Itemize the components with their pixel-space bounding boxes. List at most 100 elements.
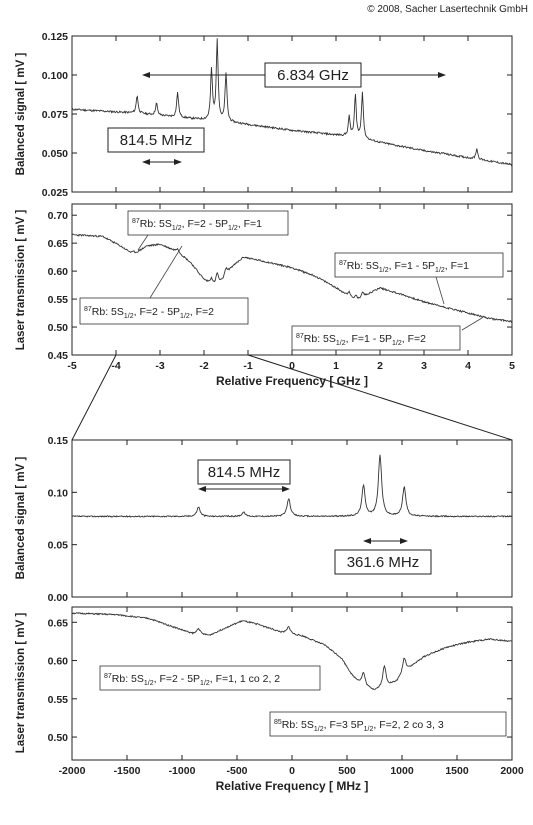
y-tick-label: 0.075 [42, 109, 68, 121]
label-part: , F=1 - 5P [389, 260, 435, 272]
rb85-hyperfine-crossover-label: 85Rb: 5S1/2, F=3 5P1/2, F=2, 2 co 3, 3 [274, 719, 444, 733]
annotation-8145-mhz-top: 814.5 MHz [120, 132, 193, 149]
label-subscript: 1/2 [172, 225, 182, 232]
x-axis-label: Relative Frequency [ MHz ] [216, 779, 369, 793]
y-tick-label: 0.100 [42, 70, 68, 82]
label-subscript: 1/2 [364, 726, 374, 733]
label-part: , F=2 - 5P [154, 673, 200, 685]
y-axis-label: Laser transmission [ mV ] [15, 210, 27, 351]
x-tick-label: -500 [226, 765, 247, 777]
plot-frame [71, 439, 513, 598]
label-part: Rb: 5S [140, 218, 172, 230]
annotation-6834-ghz: 6.834 GHz [277, 67, 349, 84]
y-tick-label: 0.050 [42, 148, 68, 160]
zoom-connector-lines [71, 354, 513, 441]
rb87-f2-f1-label: 87Rb: 5S1/2, F=2 - 5P1/2, F=1 [132, 218, 262, 232]
y-tick-label: 0.65 [48, 238, 69, 250]
label-part: Rb: 5S [92, 306, 124, 318]
label-part: Rb: 5S [282, 719, 314, 731]
label-subscript: 1/2 [314, 726, 324, 733]
x-tick-label: -1 [243, 360, 252, 372]
label-part: , F=2, 2 co 3, 3 [373, 719, 443, 731]
leader-line [461, 317, 483, 331]
data-series-line [71, 612, 513, 690]
rb87-f2-f2-label-box [79, 297, 249, 325]
y-tick-label: 0.60 [48, 656, 69, 668]
y-tick-label: 0.55 [48, 294, 69, 306]
label-part: Rb: 5S [304, 333, 336, 345]
y-tick-label: 0.50 [48, 732, 69, 744]
x-tick-label: -2 [199, 360, 208, 372]
annotation-3616-mhz: 361.6 MHz [347, 554, 420, 571]
y-tick-label: 0.00 [48, 592, 69, 604]
x-tick-label: -4 [111, 360, 120, 372]
annotation-6834-ghz-box [264, 62, 362, 88]
x-tick-label: 0 [289, 765, 295, 777]
rb87-hyperfine-crossover-label-box [99, 665, 321, 691]
y-tick-label: 0.65 [48, 617, 69, 629]
y-tick-label: 0.05 [48, 540, 69, 552]
y-tick-label: 0.15 [48, 435, 69, 447]
zoom-line-left [71, 354, 117, 441]
x-axis-label: Relative Frequency [ GHz ] [216, 374, 368, 388]
x-tick-label: 2 [377, 360, 383, 372]
label-part: , F=2 [190, 306, 214, 318]
x-tick-label: 0 [289, 360, 295, 372]
label-subscript: 1/2 [180, 313, 190, 320]
data-series-line [72, 454, 513, 518]
x-tick-label: 1 [333, 360, 339, 372]
arrowhead [142, 72, 150, 78]
isotope-mass-number: 87 [84, 306, 92, 313]
x-tick-label: -2000 [59, 765, 86, 777]
annotation-3616-mhz-box [334, 549, 432, 575]
y-axis-label: Balanced signal [ mV ] [15, 52, 27, 175]
isotope-mass-number: 87 [132, 218, 140, 225]
label-subscript: 1/2 [392, 340, 402, 347]
label-part: , F=1 [445, 260, 469, 272]
rb87-f1-f1-label-box [334, 252, 504, 278]
rb85-hyperfine-crossover-label-box [269, 711, 507, 737]
label-part: , F=2 [402, 333, 426, 345]
rb87-f1-f2-label: 87Rb: 5S1/2, F=1 - 5P1/2, F=2 [296, 333, 426, 347]
x-tick-label: 1000 [390, 765, 414, 777]
plot-frame [71, 35, 513, 193]
y-tick-label: 0.125 [42, 31, 68, 43]
x-tick-label: 4 [465, 360, 471, 372]
isotope-mass-number: 87 [339, 260, 347, 267]
rb87-hyperfine-crossover-label: 87Rb: 5S1/2, F=2 - 5P1/2, F=1, 1 co 2, 2 [104, 673, 280, 687]
arrowhead [282, 486, 290, 492]
label-part: Rb: 5S [112, 673, 144, 685]
label-subscript: 1/2 [435, 267, 445, 274]
x-tick-label: -3 [155, 360, 164, 372]
x-tick-label: 3 [421, 360, 427, 372]
x-tick-label: -5 [67, 360, 76, 372]
zoom-line-right [247, 354, 513, 441]
y-tick-label: 0.025 [42, 187, 68, 199]
annotation-8145-mhz-bottom-box [197, 459, 291, 485]
arrowhead [400, 538, 408, 544]
rb87-f2-f2-label: 87Rb: 5S1/2, F=2 - 5P1/2, F=2 [84, 306, 214, 320]
data-series-line [71, 38, 513, 167]
annotation-8145-mhz-bottom: 814.5 MHz [208, 464, 281, 481]
label-subscript: 1/2 [124, 313, 134, 320]
arrowhead [438, 72, 446, 78]
label-subscript: 1/2 [228, 225, 238, 232]
label-part: , F=2 - 5P [134, 306, 180, 318]
label-subscript: 1/2 [200, 680, 210, 687]
label-subscript: 1/2 [379, 267, 389, 274]
y-tick-label: 0.10 [48, 487, 69, 499]
arrowhead [142, 159, 150, 165]
label-part: , F=2 - 5P [182, 218, 228, 230]
arrowhead [174, 159, 182, 165]
leader-line [435, 276, 445, 305]
leader-line [137, 234, 149, 251]
label-subscript: 1/2 [144, 680, 154, 687]
y-axis-label: Balanced signal [ mV ] [15, 456, 27, 579]
x-tick-label: -1000 [169, 765, 196, 777]
annotation-8145-mhz-top-box [107, 127, 205, 153]
label-part: , F=3 5P [324, 719, 364, 731]
y-tick-label: 0.55 [48, 694, 69, 706]
copyright-notice: © 2008, Sacher Lasertechnik GmbH [367, 4, 528, 15]
label-part: , F=1, 1 co 2, 2 [210, 673, 280, 685]
